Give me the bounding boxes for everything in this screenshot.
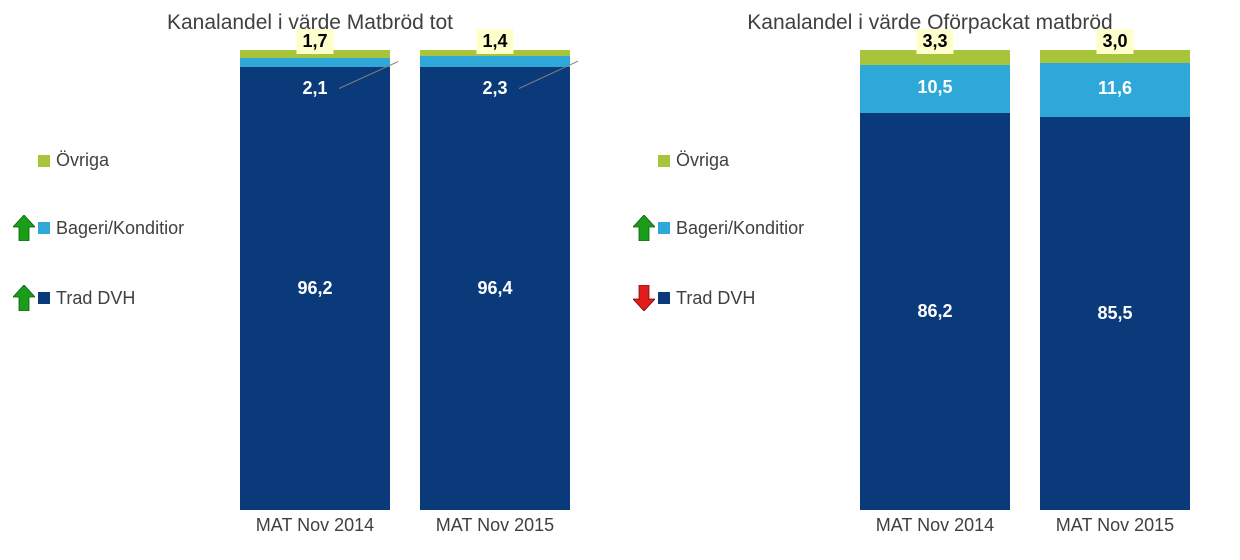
panel-left: Kanalandel i värde Matbröd totÖvrigaBage… bbox=[0, 0, 620, 560]
legend-swatch bbox=[38, 222, 50, 234]
legend-item-ovriga: Övriga bbox=[10, 150, 184, 171]
panel-right: Kanalandel i värde Oförpackat matbrödtot… bbox=[620, 0, 1240, 560]
top-value-box: 1,7 bbox=[296, 29, 333, 54]
legend-label: Trad DVH bbox=[676, 288, 755, 309]
top-value-box: 3,0 bbox=[1096, 29, 1133, 54]
chart-area: 86,23,310,585,53,011,6 bbox=[830, 50, 1220, 510]
top-value-box: 1,4 bbox=[476, 29, 513, 54]
segment-value-bageri: 2,3 bbox=[482, 78, 507, 99]
legend-item-trad: Trad DVH bbox=[630, 285, 804, 311]
legend-swatch bbox=[38, 155, 50, 167]
legend-label: Övriga bbox=[56, 150, 109, 171]
segment-value: 85,5 bbox=[1097, 303, 1132, 324]
legend-swatch bbox=[38, 292, 50, 304]
stacked-bar: 86,2 bbox=[860, 50, 1010, 510]
legend-item-bageri: Bageri/Konditior bbox=[10, 215, 184, 241]
x-category-label: MAT Nov 2014 bbox=[240, 515, 390, 536]
legend-item-trad: Trad DVH bbox=[10, 285, 184, 311]
bar-segment-trad: 85,5 bbox=[1040, 117, 1190, 510]
arrow-up-icon bbox=[630, 215, 658, 241]
legend-label: Övriga bbox=[676, 150, 729, 171]
segment-value: 96,2 bbox=[297, 278, 332, 299]
legend-swatch bbox=[658, 292, 670, 304]
x-category-label: MAT Nov 2015 bbox=[1040, 515, 1190, 536]
legend-swatch bbox=[658, 222, 670, 234]
legend: Övriga Bageri/Konditior Trad DVH bbox=[630, 150, 804, 355]
segment-value: 86,2 bbox=[917, 301, 952, 322]
legend-item-bageri: Bageri/Konditior bbox=[630, 215, 804, 241]
stacked-bar: 96,4 bbox=[420, 50, 570, 510]
x-category-label: MAT Nov 2015 bbox=[420, 515, 570, 536]
segment-value-bageri: 11,6 bbox=[1098, 78, 1132, 99]
segment-value: 96,4 bbox=[477, 278, 512, 299]
segment-value-bageri: 2,1 bbox=[302, 78, 327, 99]
arrow-up-icon bbox=[10, 215, 38, 241]
legend-label: Bageri/Konditior bbox=[56, 218, 184, 239]
chart-area: 96,21,72,196,41,42,3 bbox=[210, 50, 600, 510]
stacked-bar: 85,5 bbox=[1040, 50, 1190, 510]
bar-segment-bageri bbox=[240, 58, 390, 68]
legend-label: Bageri/Konditior bbox=[676, 218, 804, 239]
legend-item-ovriga: Övriga bbox=[630, 150, 804, 171]
arrow-up-icon bbox=[10, 285, 38, 311]
bar-segment-trad: 96,4 bbox=[420, 67, 570, 510]
legend-label: Trad DVH bbox=[56, 288, 135, 309]
bar-segment-trad: 96,2 bbox=[240, 67, 390, 510]
arrow-down-icon bbox=[630, 285, 658, 311]
stacked-bar: 96,2 bbox=[240, 50, 390, 510]
legend-swatch bbox=[658, 155, 670, 167]
top-value-box: 3,3 bbox=[916, 29, 953, 54]
segment-value-bageri: 10,5 bbox=[917, 77, 952, 98]
bar-segment-trad: 86,2 bbox=[860, 113, 1010, 510]
legend: Övriga Bageri/Konditior Trad DVH bbox=[10, 150, 184, 355]
x-category-label: MAT Nov 2014 bbox=[860, 515, 1010, 536]
bar-segment-bageri bbox=[420, 56, 570, 67]
